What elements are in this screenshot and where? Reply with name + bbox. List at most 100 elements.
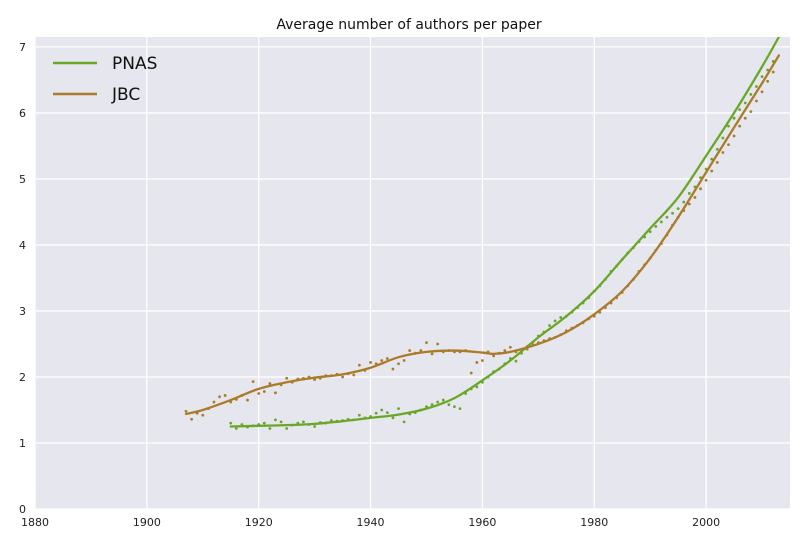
jbc-data-point [190, 417, 193, 421]
chart-title: Average number of authors per paper [276, 17, 542, 33]
pnas-data-point [766, 68, 770, 72]
y-tick-label: 3 [19, 305, 26, 318]
jbc-data-point [749, 110, 753, 113]
jbc-data-point [693, 196, 697, 199]
pnas-data-point [648, 230, 652, 234]
pnas-data-point [732, 116, 736, 120]
jbc-data-point [268, 382, 272, 385]
y-tick-label: 7 [19, 41, 26, 54]
series-layer [184, 37, 780, 430]
jbc-data-point [218, 395, 221, 399]
jbc-data-point [341, 375, 344, 379]
jbc-data-point [699, 187, 702, 191]
jbc-data-point [732, 134, 736, 138]
pnas-data-point [391, 416, 395, 420]
jbc-data-point [201, 413, 205, 417]
jbc-data-point [469, 371, 473, 375]
pnas-data-point [402, 420, 406, 424]
jbc-trend-line [184, 54, 780, 416]
jbc-data-point [425, 341, 428, 345]
pnas-data-point [302, 420, 305, 424]
pnas-data-point [659, 220, 663, 224]
jbc-data-point [257, 392, 261, 395]
jbc-data-point [212, 400, 216, 404]
jbc-data-point [408, 349, 412, 352]
jbc-data-point [475, 361, 479, 364]
pnas-data-point [285, 427, 289, 430]
jbc-data-point [402, 359, 406, 362]
tick-labels: 1880 1900 1920 1940 1960 1980 2000 0 1 2 3 4 5 6 7 [19, 41, 720, 529]
pnas-data-point [553, 319, 557, 323]
pnas-data-point [458, 407, 462, 411]
pnas-data-point [262, 421, 266, 425]
jbc-data-point [419, 349, 423, 352]
jbc-data-point [274, 391, 277, 395]
jbc-data-point [385, 357, 389, 360]
pnas-data-point [234, 427, 238, 430]
pnas-data-point [760, 75, 764, 79]
series-pnas [229, 37, 780, 430]
jbc-data-point [430, 352, 434, 356]
jbc-data-point [760, 90, 764, 94]
pnas-data-point [436, 400, 440, 404]
x-tick-label: 1900 [133, 516, 161, 529]
jbc-data-point [508, 345, 512, 349]
legend-label-jbc: JBC [111, 85, 140, 105]
jbc-data-point [380, 359, 384, 362]
pnas-data-point [559, 316, 563, 319]
pnas-data-point [274, 418, 277, 422]
y-tick-label: 1 [19, 437, 26, 450]
pnas-data-point [385, 411, 389, 415]
pnas-data-point [687, 192, 691, 195]
jbc-data-point [743, 116, 747, 120]
pnas-data-point [755, 85, 758, 88]
jbc-data-point [262, 390, 266, 393]
series-jbc [184, 54, 780, 421]
pnas-data-point [749, 93, 753, 96]
x-tick-label: 1960 [468, 516, 496, 529]
pnas-data-point [229, 421, 233, 425]
pnas-data-point [715, 147, 719, 151]
jbc-data-point [738, 124, 742, 128]
jbc-data-point [721, 151, 725, 154]
legend-label-pnas: PNAS [112, 54, 157, 74]
jbc-data-point [436, 342, 440, 346]
jbc-data-point [397, 362, 400, 366]
pnas-data-point [357, 413, 361, 417]
jbc-data-point [687, 202, 691, 206]
jbc-data-point [313, 378, 317, 382]
pnas-data-point [380, 408, 384, 412]
pnas-data-point [279, 420, 283, 424]
plot-area-background [35, 37, 790, 509]
grid-lines [34, 37, 790, 510]
y-tick-label: 4 [19, 239, 26, 252]
x-tick-label: 1880 [21, 516, 49, 529]
jbc-data-point [184, 409, 188, 413]
x-tick-label: 1980 [580, 516, 608, 529]
pnas-data-point [665, 215, 669, 219]
jbc-data-point [715, 161, 719, 164]
jbc-data-point [503, 349, 507, 352]
pnas-data-point [374, 411, 378, 415]
pnas-data-point [727, 124, 730, 128]
jbc-data-point [755, 99, 758, 103]
jbc-data-point [771, 70, 775, 74]
jbc-data-point [369, 361, 372, 364]
pnas-data-point [671, 211, 674, 215]
y-tick-label: 2 [19, 371, 26, 384]
pnas-data-point [676, 207, 680, 211]
pnas-data-point [447, 403, 451, 407]
pnas-data-point [475, 385, 479, 389]
jbc-data-point [357, 363, 361, 367]
jbc-data-point [766, 79, 770, 83]
pnas-data-point [430, 403, 434, 407]
legend: PNAS JBC [53, 54, 157, 105]
pnas-data-point [548, 324, 551, 327]
jbc-data-point [223, 394, 227, 397]
x-tick-label: 1920 [245, 516, 273, 529]
jbc-data-point [352, 373, 356, 377]
jbc-data-point [481, 359, 484, 362]
pnas-data-point [397, 407, 400, 411]
y-tick-label: 0 [19, 503, 26, 516]
